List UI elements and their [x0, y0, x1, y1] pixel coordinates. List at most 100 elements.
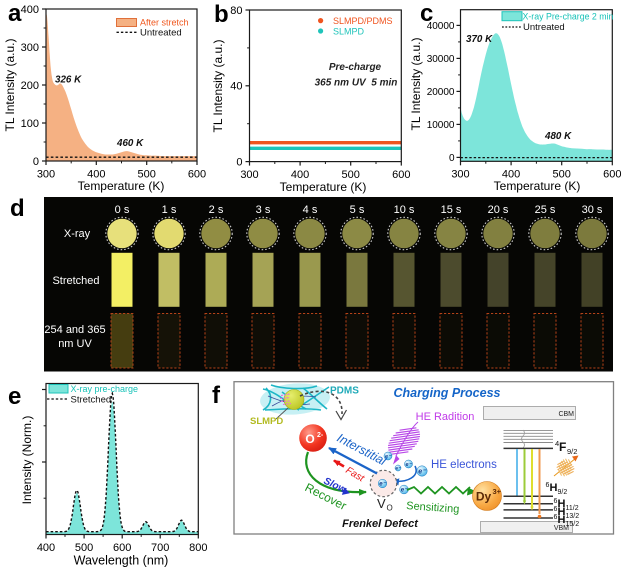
svg-text:6: 6 [554, 506, 558, 513]
svg-text:VBM: VBM [554, 525, 569, 532]
svg-text:Dy: Dy [476, 490, 492, 504]
svg-text:40000: 40000 [427, 21, 455, 32]
svg-text:800: 800 [189, 542, 207, 554]
svg-text:400: 400 [37, 542, 55, 554]
svg-text:10000: 10000 [427, 120, 455, 131]
svg-text:500: 500 [138, 169, 156, 181]
svg-text:300: 300 [451, 169, 469, 181]
svg-text:H: H [550, 482, 558, 494]
svg-text:Pre-charge: Pre-charge [329, 62, 382, 73]
svg-text:500: 500 [75, 542, 93, 554]
svg-text:SLMPD: SLMPD [333, 27, 365, 37]
svg-text:CBM: CBM [558, 411, 574, 418]
svg-text:X-ray pre-charge: X-ray pre-charge [71, 384, 139, 394]
svg-text:After stretch: After stretch [140, 18, 189, 28]
svg-text:Temperature (K): Temperature (K) [494, 179, 581, 193]
svg-text:X-ray: X-ray [64, 228, 91, 240]
svg-text:e⁻: e⁻ [406, 462, 413, 468]
svg-text:e⁻: e⁻ [385, 454, 392, 460]
svg-text:11/2: 11/2 [566, 505, 579, 512]
svg-text:HE Radition: HE Radition [416, 411, 475, 423]
svg-text:600: 600 [113, 542, 131, 554]
svg-text:O: O [387, 504, 393, 513]
svg-text:600: 600 [392, 169, 410, 181]
svg-text:40: 40 [230, 81, 242, 93]
svg-text:1 s: 1 s [162, 204, 177, 216]
svg-text:3+: 3+ [493, 487, 502, 496]
svg-text:200: 200 [21, 80, 39, 92]
svg-text:700: 700 [151, 542, 169, 554]
svg-text:Charging Process: Charging Process [394, 386, 501, 400]
svg-text:X-ray Pre-charge 2 min: X-ray Pre-charge 2 min [523, 12, 614, 22]
svg-text:Frenkel Defect: Frenkel Defect [342, 518, 419, 530]
svg-text:0 s: 0 s [115, 204, 130, 216]
svg-text:0: 0 [33, 156, 39, 168]
svg-text:20 s: 20 s [488, 204, 509, 216]
svg-text:V: V [377, 496, 386, 511]
svg-text:O: O [305, 432, 314, 446]
svg-text:Stretched: Stretched [52, 275, 99, 287]
svg-text:SLMPD/PDMS: SLMPD/PDMS [333, 16, 393, 26]
svg-text:254 and 365: 254 and 365 [44, 324, 105, 336]
svg-text:9/2: 9/2 [558, 489, 568, 496]
svg-text:9/2: 9/2 [567, 447, 577, 456]
svg-text:Wavelength (nm): Wavelength (nm) [74, 554, 169, 567]
svg-text:nm UV: nm UV [58, 338, 92, 350]
svg-text:100: 100 [21, 118, 39, 130]
svg-text:13/2: 13/2 [566, 513, 580, 520]
svg-text:5 s: 5 s [350, 204, 365, 216]
svg-text:400: 400 [502, 169, 520, 181]
svg-text:0: 0 [236, 156, 242, 168]
svg-text:Untreated: Untreated [523, 22, 565, 33]
svg-text:15 s: 15 s [441, 204, 462, 216]
svg-text:80: 80 [230, 5, 242, 17]
svg-text:Untreated: Untreated [140, 28, 182, 39]
svg-text:365 nm UV 5 min: 365 nm UV 5 min [315, 78, 398, 89]
svg-text:e⁻: e⁻ [396, 466, 402, 471]
svg-text:460 K: 460 K [116, 138, 144, 149]
svg-text:370 K: 370 K [466, 34, 493, 45]
svg-text:30 s: 30 s [582, 204, 603, 216]
svg-text:4 s: 4 s [303, 204, 318, 216]
svg-text:6: 6 [546, 482, 550, 489]
svg-text:400: 400 [87, 169, 105, 181]
svg-text:TL Intensity (a.u.): TL Intensity (a.u.) [3, 39, 17, 132]
svg-text:H: H [558, 506, 566, 518]
svg-text:PDMS: PDMS [330, 386, 359, 397]
svg-text:6: 6 [554, 514, 558, 521]
svg-text:10 s: 10 s [394, 204, 415, 216]
svg-text:SLMPD: SLMPD [250, 416, 283, 427]
svg-text:25 s: 25 s [535, 204, 556, 216]
svg-text:b: b [214, 1, 229, 28]
svg-text:e: e [8, 383, 21, 410]
svg-text:H: H [558, 514, 566, 526]
svg-text:300: 300 [37, 169, 55, 181]
svg-text:e⁻: e⁻ [379, 482, 386, 488]
svg-text:e⁻: e⁻ [401, 488, 408, 494]
svg-text:a: a [8, 0, 22, 27]
svg-text:326 K: 326 K [55, 75, 82, 86]
svg-text:20000: 20000 [427, 87, 455, 98]
svg-text:3 s: 3 s [256, 204, 271, 216]
svg-text:600: 600 [603, 169, 621, 181]
svg-text:c: c [420, 0, 433, 27]
svg-text:400: 400 [21, 4, 39, 16]
svg-text:d: d [10, 195, 25, 222]
svg-text:Sensitizing: Sensitizing [406, 500, 460, 516]
svg-text:e⁻: e⁻ [418, 469, 427, 476]
svg-text:300: 300 [21, 42, 39, 54]
svg-text:H: H [558, 498, 566, 510]
svg-text:F: F [559, 440, 566, 454]
svg-text:300: 300 [240, 169, 258, 181]
svg-text:15/2: 15/2 [566, 521, 580, 528]
svg-text:2-: 2- [317, 432, 324, 439]
svg-text:4: 4 [555, 439, 559, 448]
svg-text:0: 0 [449, 153, 455, 164]
svg-text:TL Intensity (a.u.): TL Intensity (a.u.) [211, 40, 225, 133]
svg-text:Temperature (K): Temperature (K) [280, 180, 367, 194]
svg-text:HE electrons: HE electrons [431, 459, 497, 471]
svg-text:6: 6 [554, 498, 558, 505]
svg-text:500: 500 [553, 169, 571, 181]
svg-text:Temperature (K): Temperature (K) [78, 179, 165, 193]
svg-text:Stretched: Stretched [71, 395, 112, 406]
